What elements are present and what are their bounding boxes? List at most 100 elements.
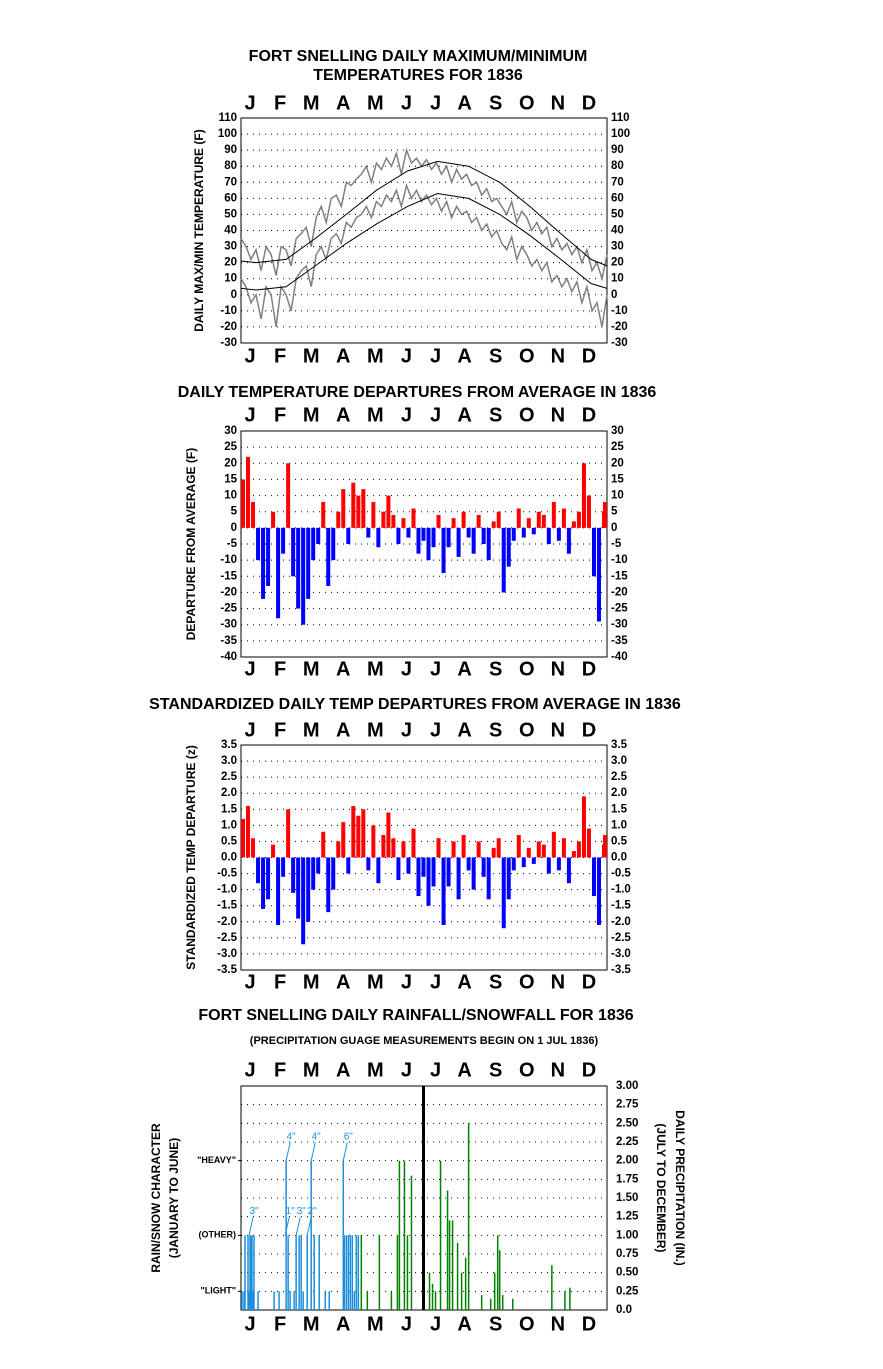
bar [301, 527, 306, 625]
x-tick-label: J [401, 658, 412, 680]
y-tick-label: -35 [220, 635, 237, 647]
bar [426, 857, 431, 906]
bar [446, 1190, 449, 1310]
x-tick-label: O [519, 1059, 535, 1081]
x-tick-label: S [489, 658, 502, 680]
bar [331, 527, 336, 561]
x-tick-label: M [367, 1313, 384, 1335]
bar [266, 527, 271, 586]
bar [306, 857, 311, 922]
y2-tick-label: 1.00 [616, 1229, 638, 1241]
bar [360, 1235, 363, 1310]
bar [371, 502, 376, 528]
x-tick-label: N [551, 404, 565, 426]
x-tick-label: A [457, 658, 471, 680]
y2-tick-label: -30 [611, 619, 628, 631]
x-tick-label: N [551, 345, 565, 367]
bar [471, 527, 476, 554]
y2-tick-label: -10 [611, 554, 628, 566]
y2-axis-label: DAILY PRECIPITATION (IN.) [673, 1110, 687, 1266]
bar [571, 521, 576, 528]
x-tick-label: J [244, 719, 255, 741]
bar [471, 857, 476, 890]
y2-tick-label: 2.5 [611, 771, 628, 783]
x-tick-label: M [367, 719, 384, 741]
x-tick-label: F [274, 658, 286, 680]
x-tick-label: S [489, 719, 502, 741]
bar [296, 857, 301, 919]
bar [273, 1291, 275, 1310]
y2-tick-label: 5 [611, 506, 618, 518]
line [240, 160, 608, 267]
y-tick-label: 10 [224, 273, 237, 285]
x-tick-label: D [582, 345, 596, 367]
bar [428, 1272, 431, 1310]
bar [391, 514, 396, 528]
x-tick-label: A [336, 1313, 350, 1335]
x-tick-label: A [457, 345, 471, 367]
bar [571, 851, 576, 858]
bar [467, 1123, 470, 1310]
y-tick-label: -20 [220, 321, 237, 333]
y-tick-label: -3.5 [217, 964, 237, 976]
x-tick-label: M [303, 345, 320, 367]
bar [390, 1291, 393, 1310]
bar [411, 508, 416, 528]
bar [511, 527, 516, 541]
y2-tick-label: -5 [611, 538, 622, 550]
bar [546, 857, 551, 874]
bar [526, 847, 531, 858]
bar [491, 521, 496, 528]
x-tick-label: J [430, 719, 441, 741]
bar [289, 1291, 291, 1310]
y2-tick-label: -20 [611, 321, 628, 333]
annotation: 6" [344, 1131, 354, 1142]
bar [566, 857, 571, 884]
y2-tick-label: 0.0 [611, 852, 627, 864]
y-tick-label: -1.5 [217, 900, 237, 912]
x-tick-label: N [551, 971, 565, 993]
chart-title: FORT SNELLING DAILY RAINFALL/SNOWFALL FO… [198, 1007, 633, 1024]
bar [451, 518, 456, 528]
bar [356, 495, 361, 528]
y-axis-label: RAIN/SNOW CHARACTER [149, 1123, 163, 1273]
x-tick-label: J [401, 345, 412, 367]
bar [251, 502, 256, 528]
bar [541, 844, 546, 858]
y-tick-label: 1.0 [221, 819, 237, 831]
bar [316, 527, 321, 544]
annotation-leader [285, 1142, 291, 1161]
y2-tick-label: 10 [611, 490, 624, 502]
x-tick-label: F [274, 1313, 286, 1335]
y2-tick-label: -1.5 [611, 900, 631, 912]
bar [298, 1235, 300, 1310]
annotation: 3" [249, 1206, 259, 1217]
bar [316, 857, 321, 874]
y2-tick-label: 1.75 [616, 1173, 639, 1185]
bar [251, 1235, 253, 1310]
bar [416, 857, 421, 897]
bar [586, 495, 591, 528]
bar [566, 527, 571, 554]
bar [331, 857, 336, 890]
y-tick-label: 20 [224, 257, 237, 269]
x-tick-label: J [244, 1313, 255, 1335]
bar [321, 831, 326, 858]
bar [286, 463, 291, 528]
bar [556, 857, 561, 871]
y2-tick-label: 0.25 [616, 1285, 639, 1297]
bar [521, 527, 526, 538]
bar [491, 847, 496, 858]
x-tick-label: N [551, 658, 565, 680]
bar [531, 857, 536, 864]
bar [564, 1291, 566, 1310]
x-tick-label: M [303, 92, 320, 114]
x-tick-label: D [582, 1313, 596, 1335]
bar [406, 1235, 409, 1310]
bar [398, 1160, 401, 1310]
y-tick-label: -40 [220, 651, 237, 663]
y2-tick-label: 2.0 [611, 787, 627, 799]
annotation-leader [310, 1142, 316, 1161]
y2-tick-label: -2.5 [611, 932, 631, 944]
bar [371, 825, 376, 858]
